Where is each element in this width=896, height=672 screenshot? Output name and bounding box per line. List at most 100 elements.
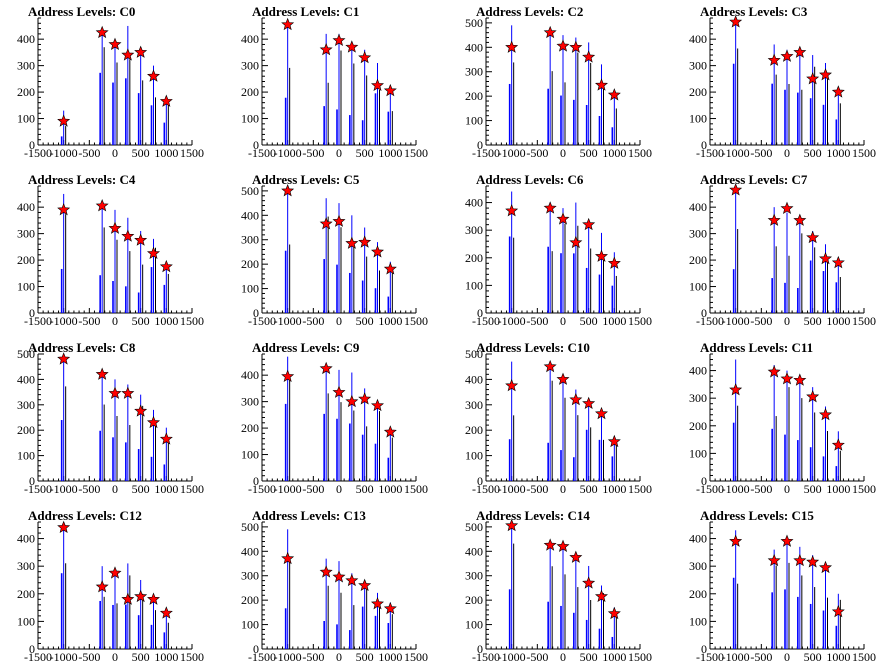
histogram-spike [797, 546, 803, 649]
x-tick-label: 1000 [154, 314, 178, 328]
peak-marker [582, 576, 596, 589]
histogram-spike [361, 49, 368, 145]
x-tick-label: -1000 [498, 650, 526, 664]
x-tick-label: 0 [560, 314, 566, 328]
x-tick-label: -1500 [248, 314, 276, 328]
histogram-spike [560, 208, 566, 313]
x-tick-label: 1500 [180, 650, 204, 664]
histogram-plot: 0 100 200 300 400 -1500-1000 -500 0 500 1000 1500 [241, 17, 428, 160]
histogram-spike [163, 97, 169, 145]
histogram-spike [809, 387, 816, 481]
histogram-spike [99, 201, 105, 313]
x-tick-label: 1500 [628, 314, 652, 328]
peak-marker [345, 573, 359, 587]
histogram-spike [323, 367, 329, 481]
peak-marker [729, 183, 743, 196]
histogram-panel: Address Levels: C1 0 100 200 300 400 -1500 -100… [224, 0, 448, 168]
x-tick-label: -1000 [50, 314, 78, 328]
x-tick-label: -1000 [498, 482, 526, 496]
histogram-plot: 0 100 200 300 400 -1500-1000 -500 0 500 1000 1500 [689, 521, 876, 664]
panel-title: Address Levels: C13 [252, 508, 366, 523]
peak-marker [505, 378, 519, 392]
x-tick-label: -1500 [696, 146, 724, 160]
histogram-spike [284, 20, 291, 145]
peak-marker [793, 213, 807, 226]
x-tick-label: -500 [750, 314, 772, 328]
peak-marker [358, 578, 372, 592]
histogram-panel: Address Levels: C2 0 100 200 300 400 500 -1500-… [448, 0, 672, 168]
panel-title: Address Levels: C11 [700, 340, 814, 355]
x-tick-label: -1000 [50, 482, 78, 496]
x-tick-label: -1500 [248, 146, 276, 160]
y-tick-label: 300 [465, 223, 483, 237]
x-tick-label: 0 [784, 482, 790, 496]
peak-marker [780, 534, 794, 547]
peak-marker [57, 202, 71, 216]
x-tick-label: -1500 [248, 650, 276, 664]
x-tick-label: 0 [336, 650, 342, 664]
histogram-spike [361, 388, 368, 481]
x-tick-label: 1000 [378, 146, 402, 160]
y-tick-label: 300 [241, 395, 259, 409]
histogram-spike [349, 573, 355, 649]
peak-marker [159, 432, 173, 445]
y-tick-label: 400 [17, 32, 35, 46]
histogram-spike [387, 89, 393, 145]
y-tick-label: 0 [477, 306, 483, 320]
peak-marker [595, 406, 608, 420]
peak-marker [134, 45, 148, 58]
y-tick-label: 0 [477, 642, 483, 656]
x-tick-label: -1500 [472, 482, 500, 496]
histogram-spike [284, 529, 291, 649]
y-tick-label: 300 [17, 559, 35, 573]
histogram-spike [560, 374, 566, 481]
y-tick-label: 100 [689, 280, 707, 294]
peak-marker [95, 199, 109, 212]
x-tick-label: -500 [302, 314, 324, 328]
x-tick-label: 0 [784, 146, 790, 160]
histogram-spike [835, 260, 841, 313]
y-tick-label: 400 [689, 532, 707, 546]
peak-marker [281, 17, 295, 31]
histogram-spike [99, 28, 105, 145]
histogram-panel: Address Levels: C15 0 100 200 300 400 -1500 -10… [672, 504, 896, 672]
peak-marker [806, 230, 820, 244]
y-tick-label: 300 [17, 398, 35, 412]
x-tick-label: -1000 [274, 314, 302, 328]
histogram-spike [60, 524, 67, 649]
histogram-plot: 0 100 200 300 400 -1500-1000 -500 0 500 1000 1500 [689, 15, 876, 160]
histogram-spike [771, 365, 777, 481]
y-tick-label: 400 [17, 200, 35, 214]
y-tick-label: 400 [689, 32, 707, 46]
peak-marker [383, 601, 397, 615]
y-tick-label: 0 [701, 138, 707, 152]
y-tick-label: 400 [241, 368, 259, 382]
peak-marker [780, 49, 794, 62]
y-tick-label: 100 [17, 112, 35, 126]
y-tick-label: 300 [689, 391, 707, 405]
histogram-plot: 0 100 200 300 400 -1500-1000 -500 0 500 1000 1500 [17, 17, 204, 160]
y-tick-label: 100 [241, 282, 259, 296]
peak-marker [793, 553, 807, 567]
histogram-spike [835, 593, 841, 649]
histogram-spike [137, 47, 144, 145]
histogram-spike [771, 207, 777, 313]
peak-marker [371, 245, 384, 258]
x-tick-label: 0 [112, 314, 118, 328]
histogram-spike [349, 372, 355, 481]
y-tick-label: 300 [689, 227, 707, 241]
histogram-spike [598, 64, 604, 145]
x-tick-label: 500 [580, 146, 598, 160]
x-tick-label: 0 [112, 482, 118, 496]
x-tick-label: 1000 [154, 482, 178, 496]
y-tick-label: 300 [689, 559, 707, 573]
peak-marker [543, 25, 557, 39]
histogram-spike [573, 389, 579, 481]
histogram-spike [137, 230, 144, 313]
y-tick-label: 0 [253, 642, 259, 656]
peak-marker [543, 538, 557, 551]
histogram-spike [547, 27, 553, 145]
histogram-plot: 0 100 200 300 400 -1500-1000 -500 0 500 1000 1500 [241, 353, 428, 496]
x-tick-label: -500 [526, 146, 548, 160]
x-tick-label: -500 [750, 482, 772, 496]
